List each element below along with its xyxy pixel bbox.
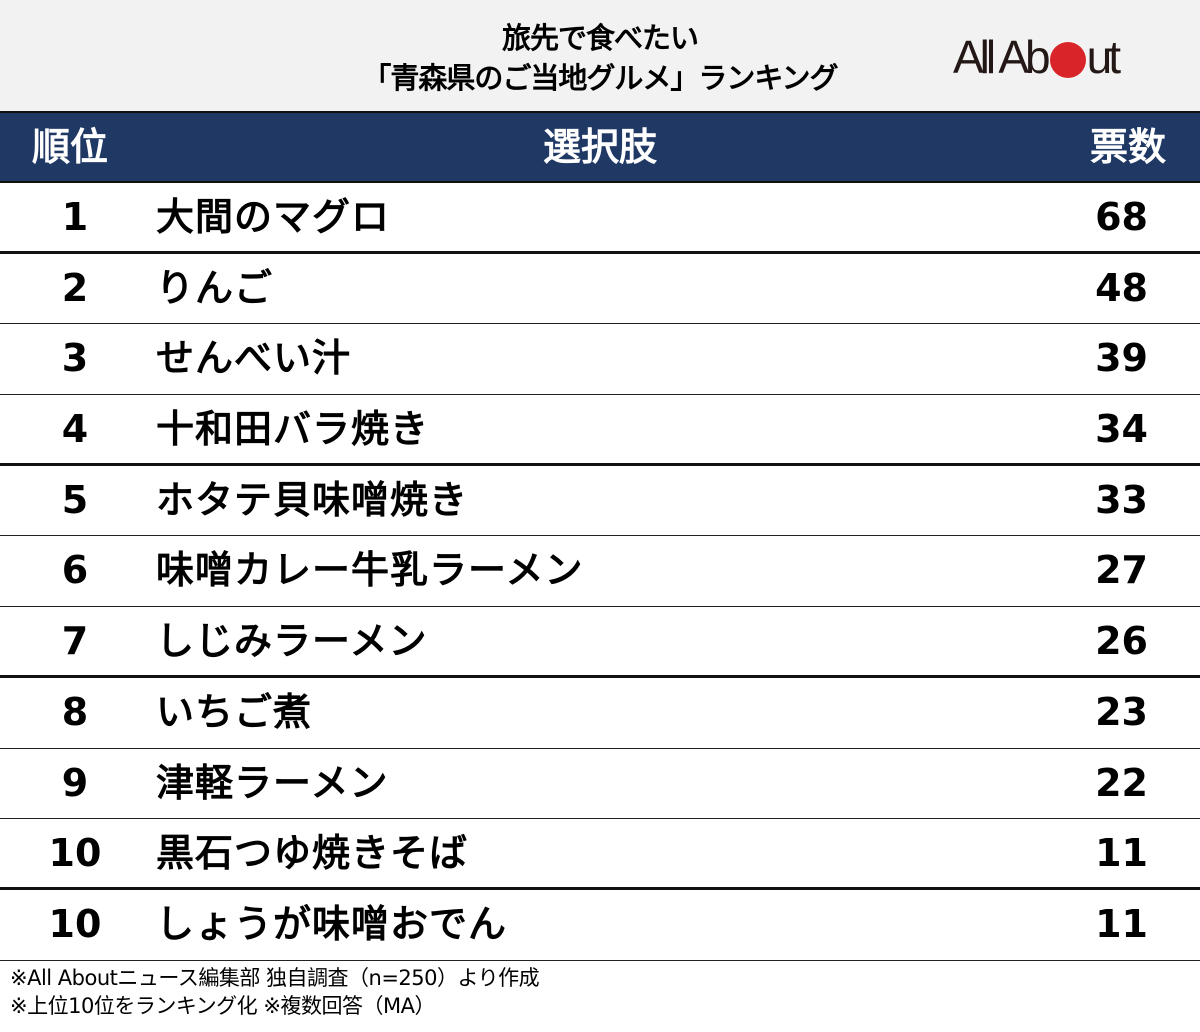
votes-cell: 39 <box>1095 336 1148 381</box>
name-cell: 十和田バラ焼き <box>156 407 430 452</box>
header-votes: 票数 <box>1089 125 1166 169</box>
name-cell: しょうが味噌おでん <box>156 901 508 946</box>
table-header: 選択肢 順位 票数 <box>0 111 1200 183</box>
votes-cell: 34 <box>1095 407 1148 452</box>
rank-cell: 10 <box>48 901 102 946</box>
rank-cell: 3 <box>61 336 89 381</box>
page-title: 旅先で食べたい 「青森県のご当地グルメ」ランキング <box>0 18 1200 98</box>
table-row: 5 ホタテ貝味噌焼き 33 <box>0 466 1200 537</box>
logo-text-right: ut <box>1086 31 1121 83</box>
title-line-1: 旅先で食べたい <box>501 21 699 55</box>
ranking-table: 1 大間のマグロ 68 2 りんご 48 3 せんべい汁 39 4 十和田バラ焼き 34 5 ホタ… <box>0 183 1200 961</box>
title-line-2: 「青森県のご当地グルメ」ランキング <box>362 61 838 95</box>
table-row: 1 大間のマグロ 68 <box>0 183 1200 254</box>
votes-cell: 11 <box>1095 901 1148 946</box>
title-area: 旅先で食べたい 「青森県のご当地グルメ」ランキング All Ab ut <box>0 0 1200 111</box>
table-row: 4 十和田バラ焼き 34 <box>0 395 1200 466</box>
rank-cell: 8 <box>61 689 89 734</box>
votes-cell: 11 <box>1095 831 1148 876</box>
header-choice: 選択肢 <box>542 125 657 169</box>
table-row: 6 味噌カレー牛乳ラーメン 27 <box>0 536 1200 608</box>
rank-cell: 4 <box>61 407 89 452</box>
table-row: 9 津軽ラーメン 22 <box>0 749 1200 820</box>
votes-cell: 27 <box>1095 548 1148 593</box>
votes-cell: 33 <box>1095 477 1148 522</box>
allabout-logo: All Ab ut <box>953 31 1121 83</box>
rank-cell: 9 <box>61 760 89 805</box>
rank-cell: 2 <box>61 265 89 310</box>
header-rank: 順位 <box>32 125 109 169</box>
table-row: 7 しじみラーメン 26 <box>0 607 1200 678</box>
votes-cell: 26 <box>1095 619 1148 664</box>
name-cell: 津軽ラーメン <box>156 760 389 805</box>
rank-cell: 6 <box>61 548 89 593</box>
name-cell: しじみラーメン <box>156 619 428 664</box>
rank-cell: 5 <box>61 477 89 522</box>
logo-text-left: All Ab <box>953 31 1051 83</box>
name-cell: りんご <box>156 265 274 310</box>
name-cell: 黒石つゆ焼きそば <box>156 831 469 876</box>
votes-cell: 23 <box>1095 689 1148 734</box>
table-row: 3 せんべい汁 39 <box>0 324 1200 396</box>
table-row: 8 いちご煮 23 <box>0 678 1200 749</box>
name-cell: 味噌カレー牛乳ラーメン <box>156 548 584 593</box>
name-cell: 大間のマグロ <box>156 195 391 239</box>
rank-cell: 1 <box>61 195 89 239</box>
votes-cell: 68 <box>1095 195 1148 239</box>
table-row: 10 しょうが味噌おでん 11 <box>0 890 1200 961</box>
table-row: 10 黒石つゆ焼きそば 11 <box>0 819 1200 890</box>
rank-cell: 10 <box>48 831 102 876</box>
votes-cell: 48 <box>1095 265 1148 310</box>
footnote-method: ※上位10位をランキング化 ※複数回答（MA） <box>10 994 435 1018</box>
footnotes: ※All Aboutニュース編集部 独自調査（n=250）より作成 ※上位10位… <box>10 964 540 1020</box>
name-cell: せんべい汁 <box>156 336 352 381</box>
votes-cell: 22 <box>1095 760 1148 805</box>
rank-cell: 7 <box>61 619 89 664</box>
name-cell: いちご煮 <box>156 689 313 734</box>
table-row: 2 りんご 48 <box>0 254 1200 325</box>
name-cell: ホタテ貝味噌焼き <box>156 477 469 522</box>
logo-red-dot-icon <box>1049 42 1086 78</box>
footnote-source: ※All Aboutニュース編集部 独自調査（n=250）より作成 <box>10 966 540 990</box>
